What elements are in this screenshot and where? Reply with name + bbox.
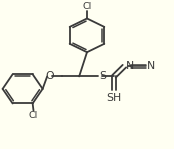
Text: O: O xyxy=(45,71,54,81)
Text: Cl: Cl xyxy=(29,111,38,120)
Text: SH: SH xyxy=(106,93,122,103)
Text: N: N xyxy=(126,61,134,71)
Text: S: S xyxy=(99,71,106,81)
Text: N: N xyxy=(147,61,155,71)
Text: Cl: Cl xyxy=(82,2,92,11)
